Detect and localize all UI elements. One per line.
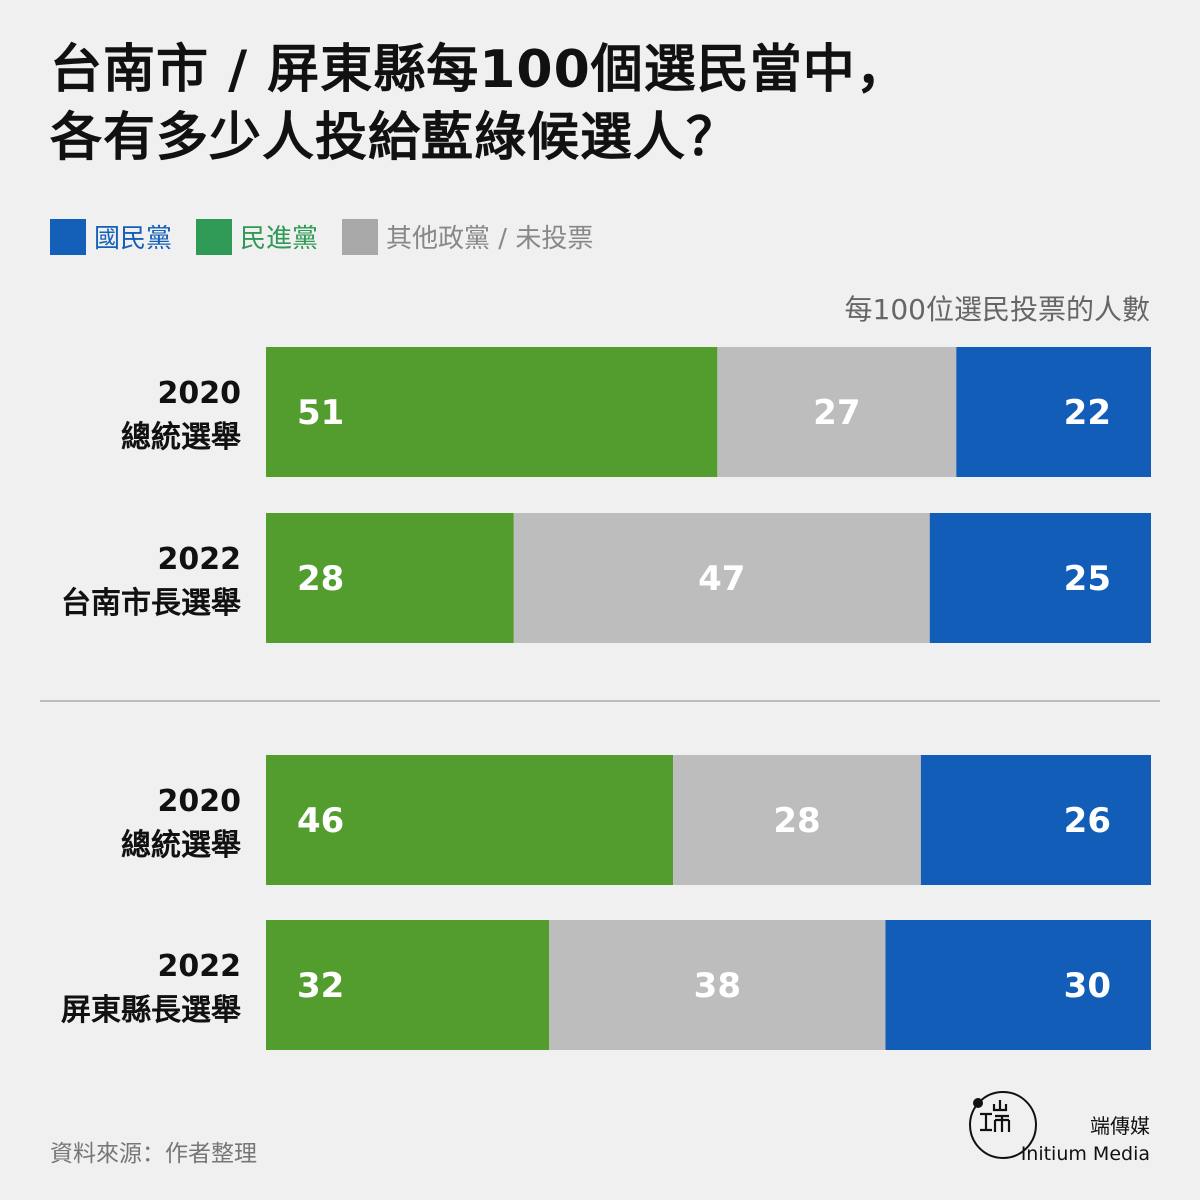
data-label-other-1: 47 [698,559,745,599]
legend-item-dpp: 民進黨 [196,218,318,255]
bar-dpp-1 [266,513,514,643]
bar-other-1 [513,513,930,643]
chart-title: 台南市 / 屏東縣每100個選民當中， 各有多少人投給藍綠候選人？ [50,36,909,172]
brand-zh: 端傳媒 [1090,1114,1150,1138]
data-label-other-2: 28 [773,801,820,841]
data-label-dpp-3: 32 [297,966,344,1006]
legend-item-other: 其他政黨 / 未投票 [342,218,593,255]
bar-kmt-2 [920,755,1151,885]
bar-kmt-0 [956,347,1151,477]
legend-label-dpp: 民進黨 [240,224,319,254]
bar-other-2 [673,755,921,885]
data-label-kmt-3: 30 [1064,966,1111,1006]
initium-logo-icon [969,1091,1037,1159]
data-label-kmt-2: 26 [1064,801,1111,841]
category-label-3-0: 2022 [158,949,242,984]
legend: 國民黨 民進黨 其他政黨 / 未投票 [50,218,617,255]
data-label-dpp-1: 28 [297,559,344,599]
title-line-2: 各有多少人投給藍綠候選人？ [50,108,740,168]
bar-kmt-3 [885,920,1151,1050]
unit-label: 每100位選民投票的人數 [844,293,1150,326]
category-label-0-0: 2020 [158,376,242,411]
data-label-dpp-2: 46 [297,801,344,841]
legend-item-kmt: 國民黨 [50,218,172,255]
bar-other-3 [549,920,886,1050]
category-label-2-0: 2020 [158,784,242,819]
data-label-dpp-0: 51 [297,393,344,433]
bar-kmt-1 [929,513,1151,643]
legend-label-other: 其他政黨 / 未投票 [386,224,594,254]
data-label-other-3: 38 [694,966,741,1006]
title-line-1: 台南市 / 屏東縣每100個選民當中， [50,40,909,100]
legend-swatch-kmt [50,218,86,255]
source-note: 資料來源：作者整理 [50,1141,257,1167]
brand: 端傳媒 Initium Media [1021,1112,1150,1168]
brand-en: Initium Media [1020,1143,1150,1165]
category-label-1-0: 2022 [158,542,242,577]
data-label-other-0: 27 [813,393,860,433]
bar-dpp-3 [266,920,550,1050]
legend-swatch-other [342,218,379,255]
bar-dpp-2 [266,755,674,885]
bar-other-0 [717,347,957,477]
group-divider [40,700,1160,702]
legend-swatch-dpp [196,218,233,255]
data-label-kmt-0: 22 [1064,393,1111,433]
data-label-kmt-1: 25 [1064,559,1111,599]
category-label-1-1: 台南市長選舉 [61,586,242,621]
category-label-2-1: 總統選舉 [121,828,242,863]
category-label-3-1: 屏東縣長選舉 [61,993,242,1028]
bar-dpp-0 [266,347,718,477]
category-label-0-1: 總統選舉 [121,420,242,455]
legend-label-kmt: 國民黨 [94,224,173,254]
